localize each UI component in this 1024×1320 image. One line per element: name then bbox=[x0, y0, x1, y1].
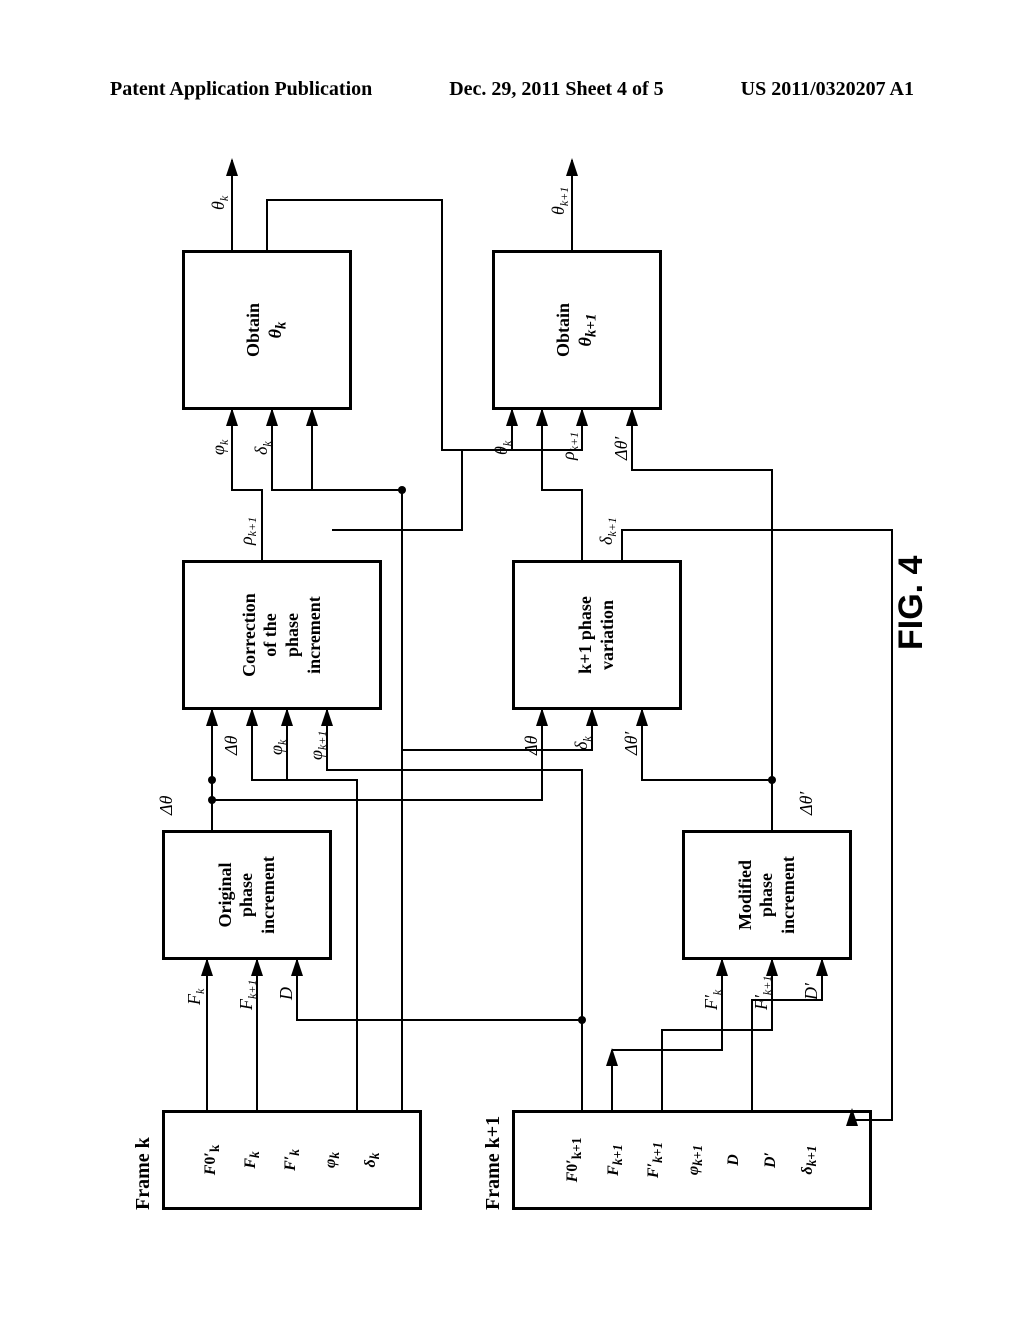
svg-text:Δθ: Δθ bbox=[221, 735, 241, 756]
svg-text:Δθ′: Δθ′ bbox=[796, 791, 816, 816]
svg-text:F′k: F′k bbox=[701, 989, 724, 1011]
svg-text:D′: D′ bbox=[801, 982, 821, 1001]
svg-text:θk: θk bbox=[491, 440, 514, 455]
diagram-figure-4: F0′k Fk F′k φk δk Frame k F0′k+1 Fk+1 F′… bbox=[0, 0, 1024, 1320]
svg-text:θk: θk bbox=[208, 195, 231, 210]
svg-text:ρk+1: ρk+1 bbox=[558, 432, 581, 461]
svg-text:δk+1: δk+1 bbox=[596, 517, 619, 545]
svg-text:ρk+1: ρk+1 bbox=[236, 517, 259, 546]
svg-text:F′k+1: F′k+1 bbox=[751, 976, 774, 1011]
svg-text:φk+1: φk+1 bbox=[306, 731, 329, 760]
svg-text:θk+1: θk+1 bbox=[548, 187, 571, 215]
svg-text:δk: δk bbox=[571, 736, 594, 750]
svg-text:δk: δk bbox=[251, 441, 274, 455]
svg-text:Δθ′: Δθ′ bbox=[621, 731, 641, 756]
svg-text:Δθ: Δθ bbox=[521, 735, 541, 756]
svg-text:D: D bbox=[276, 987, 296, 1001]
svg-text:Δθ: Δθ bbox=[156, 795, 176, 816]
svg-text:Fk+1: Fk+1 bbox=[236, 980, 259, 1011]
svg-text:φk: φk bbox=[208, 439, 231, 455]
diagram-arrows: Fk Fk+1 D F′k F′k+1 D′ Δθ Δθ′ Δθ φk φk+1… bbox=[112, 110, 912, 1210]
svg-text:φk: φk bbox=[266, 739, 289, 755]
svg-text:Fk: Fk bbox=[184, 988, 207, 1006]
svg-text:Δθ′: Δθ′ bbox=[611, 436, 631, 461]
